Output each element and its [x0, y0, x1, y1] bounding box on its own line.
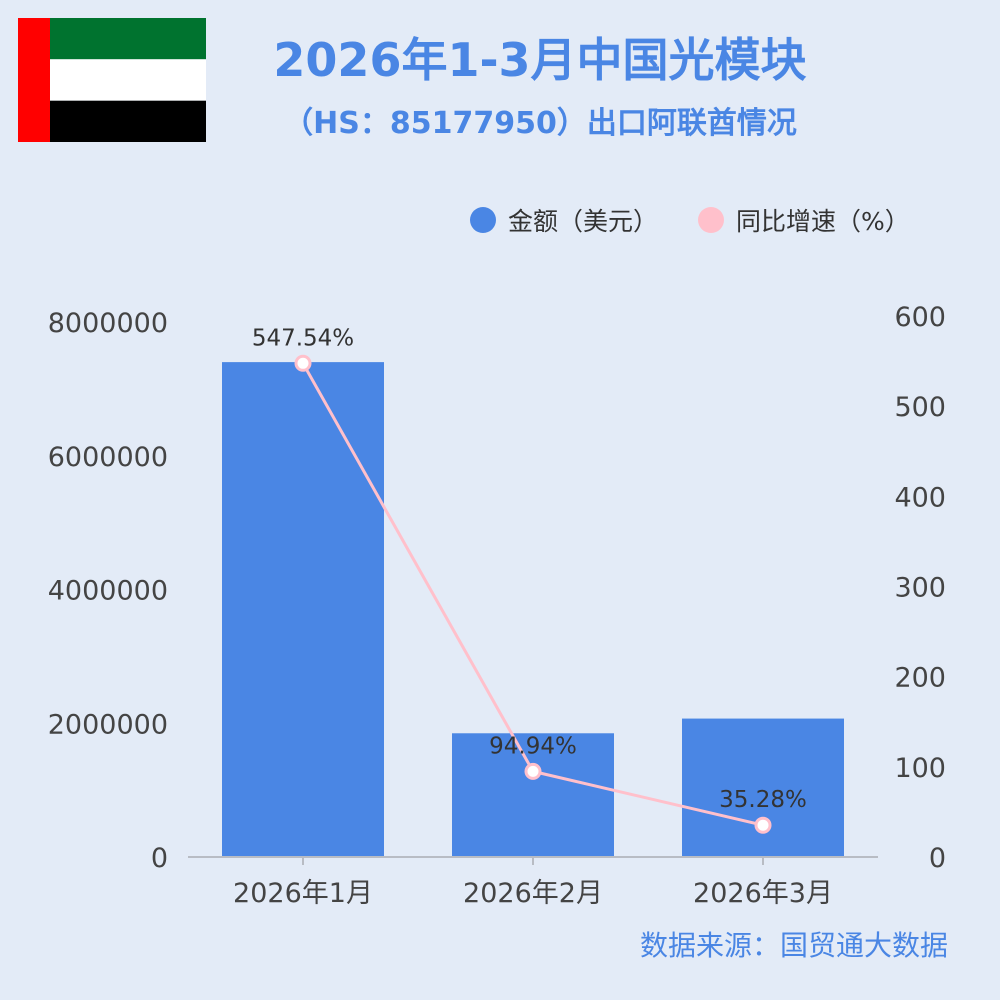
- legend-item-growth[interactable]: 同比增速（%）: [698, 202, 910, 238]
- x-tick-label: 2026年2月: [463, 878, 603, 909]
- legend-dot-growth-icon: [698, 207, 725, 233]
- y-left-tick-label: 2000000: [48, 709, 168, 740]
- y-left-tick-label: 4000000: [48, 576, 168, 607]
- y-left-tick-label: 6000000: [48, 442, 168, 473]
- legend: 金额（美元） 同比增速（%）: [470, 200, 970, 240]
- y-left-tick-label: 8000000: [48, 308, 168, 339]
- data-source: 数据来源：国贸通大数据: [639, 929, 948, 962]
- flag-black-stripe: [50, 100, 206, 142]
- y-right-tick-label: 200: [894, 663, 946, 694]
- bar-3: [682, 718, 844, 857]
- chart-title: 2026年1-3月中国光模块: [273, 33, 807, 87]
- x-tick-label: 2026年1月: [233, 878, 373, 909]
- chart-subtitle: （HS：85177950）出口阿联酋情况: [283, 106, 797, 141]
- growth-data-label: 547.54%: [252, 325, 354, 351]
- uae-flag-icon: [18, 18, 206, 142]
- legend-label-growth: 同比增速（%）: [736, 207, 910, 236]
- flag-white-stripe: [50, 59, 206, 101]
- x-tick-label: 2026年3月: [693, 878, 833, 909]
- legend-dot-amount-icon: [470, 207, 496, 233]
- growth-data-label: 35.28%: [719, 787, 807, 813]
- flag-red-band: [18, 18, 50, 142]
- y-right-tick-label: 600: [894, 302, 946, 333]
- y-right-tick-label: 400: [894, 482, 946, 513]
- y-right-tick-label: 100: [894, 753, 946, 784]
- legend-label-amount: 金额（美元）: [508, 207, 659, 236]
- legend-item-amount[interactable]: 金额（美元）: [470, 202, 658, 238]
- growth-point-3: [754, 816, 772, 834]
- y-left-tick-label: 0: [151, 843, 168, 874]
- y-right-tick-label: 300: [894, 573, 946, 604]
- growth-point-2: [524, 762, 542, 780]
- y-right-tick-label: 500: [894, 392, 946, 423]
- flag-green-stripe: [50, 18, 206, 60]
- growth-point-1: [294, 354, 312, 372]
- y-right-tick-label: 0: [929, 843, 946, 874]
- growth-data-label: 94.94%: [489, 733, 577, 759]
- bar-2: [452, 733, 614, 857]
- bar-1: [222, 362, 384, 857]
